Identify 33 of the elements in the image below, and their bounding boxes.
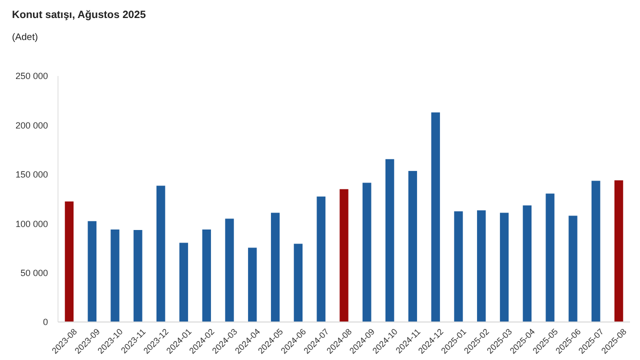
- bar: [179, 242, 188, 322]
- bar: [568, 216, 578, 322]
- bar: [64, 201, 74, 322]
- bar: [248, 248, 257, 322]
- bar: [614, 180, 624, 322]
- y-tick-label: 0: [42, 317, 48, 328]
- bar: [270, 212, 280, 322]
- bar: [316, 196, 326, 322]
- y-tick-label: 100 000: [15, 218, 48, 229]
- bar: [546, 194, 554, 322]
- y-tick-label: 150 000: [15, 170, 48, 180]
- bar: [340, 189, 348, 322]
- bar: [408, 170, 418, 322]
- bar: [110, 230, 120, 322]
- bar: [225, 218, 234, 322]
- bar: [385, 159, 394, 322]
- y-tick-label: 250 000: [15, 71, 48, 82]
- y-tick-label: 200 000: [15, 120, 48, 130]
- bar: [477, 210, 486, 322]
- y-tick-label: 50 000: [20, 268, 48, 278]
- bar: [431, 112, 440, 322]
- bar: [362, 182, 372, 322]
- bar: [454, 211, 463, 322]
- bar: [156, 186, 166, 322]
- chart-title: Konut satışı, Ağustos 2025: [12, 9, 146, 21]
- bar: [88, 221, 96, 322]
- chart-subtitle: (Adet): [12, 32, 38, 43]
- bar: [294, 244, 303, 322]
- bar: [592, 180, 600, 322]
- bar: [134, 230, 142, 322]
- bar: [522, 205, 532, 322]
- bar: [500, 212, 509, 322]
- bar: [202, 230, 211, 322]
